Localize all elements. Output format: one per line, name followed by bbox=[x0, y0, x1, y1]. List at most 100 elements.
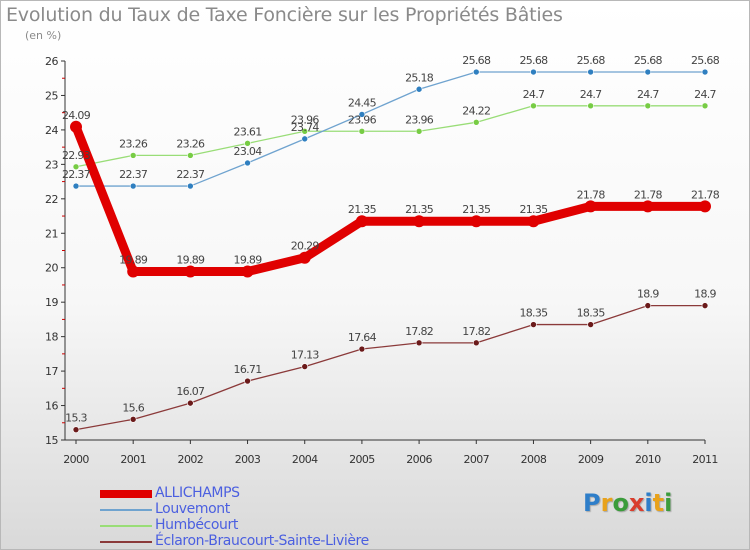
data-point bbox=[187, 399, 194, 407]
data-label: 23.96 bbox=[405, 113, 434, 126]
data-point bbox=[701, 68, 709, 76]
data-label: 15.3 bbox=[65, 412, 87, 425]
data-label: 21.35 bbox=[519, 203, 548, 216]
data-point bbox=[527, 215, 540, 228]
x-tick-label: 2008 bbox=[521, 453, 547, 466]
data-point bbox=[187, 182, 194, 190]
series-line bbox=[75, 304, 706, 431]
data-label: 25.68 bbox=[634, 54, 663, 67]
data-label: 17.82 bbox=[462, 325, 490, 338]
data-point bbox=[415, 339, 423, 347]
data-point bbox=[413, 215, 426, 228]
data-point bbox=[129, 416, 137, 423]
data-point bbox=[129, 152, 137, 159]
y-tick-label: 26 bbox=[45, 55, 58, 68]
data-point bbox=[127, 265, 140, 278]
x-tick-label: 2007 bbox=[463, 453, 489, 466]
x-tick-label: 2002 bbox=[178, 453, 204, 466]
data-point bbox=[415, 127, 423, 135]
data-label: 23.26 bbox=[176, 137, 205, 150]
legend-label-allichamps: ALLICHAMPS bbox=[155, 485, 240, 501]
x-tick-label: 2004 bbox=[292, 453, 318, 466]
data-label: 17.82 bbox=[405, 325, 433, 338]
data-point bbox=[72, 182, 80, 190]
data-label: 15.6 bbox=[122, 401, 144, 414]
x-tick-label: 2000 bbox=[63, 453, 89, 466]
data-label: 24.7 bbox=[637, 88, 659, 101]
legend-label-eclaron: Éclaron-Braucourt-Sainte-Livière bbox=[155, 533, 369, 549]
data-point bbox=[358, 345, 366, 353]
data-point bbox=[301, 363, 309, 370]
data-point bbox=[244, 159, 251, 167]
data-label: 19.89 bbox=[234, 254, 263, 267]
data-label: 23.96 bbox=[291, 113, 320, 126]
data-point bbox=[530, 102, 537, 110]
legend-swatch-humbecourt bbox=[100, 525, 152, 527]
data-point bbox=[584, 200, 597, 213]
data-label: 23.04 bbox=[234, 145, 263, 158]
data-label: 23.74 bbox=[291, 121, 320, 134]
data-point bbox=[587, 321, 594, 328]
data-point bbox=[244, 140, 251, 147]
data-point bbox=[355, 215, 368, 228]
data-label: 23.26 bbox=[119, 137, 148, 150]
data-label: 18.9 bbox=[637, 288, 659, 301]
data-label: 25.68 bbox=[462, 54, 491, 67]
data-label: 16.71 bbox=[234, 363, 262, 376]
data-point bbox=[472, 339, 480, 347]
data-label: 24.22 bbox=[462, 104, 490, 117]
data-label: 25.68 bbox=[577, 54, 606, 67]
data-point bbox=[244, 377, 251, 385]
y-axis-unit-label: (en %) bbox=[25, 29, 62, 42]
data-label: 22.37 bbox=[119, 168, 148, 181]
data-point bbox=[530, 68, 537, 76]
data-label: 23.61 bbox=[234, 125, 262, 138]
data-point bbox=[641, 200, 654, 213]
data-label: 23.96 bbox=[348, 113, 377, 126]
data-point bbox=[72, 163, 80, 171]
data-point bbox=[587, 68, 594, 76]
y-tick-label: 20 bbox=[45, 262, 58, 275]
y-tick-label: 23 bbox=[45, 158, 58, 171]
data-point bbox=[301, 135, 309, 143]
data-label: 21.78 bbox=[634, 188, 663, 201]
y-tick-label: 18 bbox=[45, 331, 58, 344]
y-tick-label: 16 bbox=[45, 400, 58, 413]
data-label: 18.35 bbox=[519, 307, 548, 320]
data-label: 19.89 bbox=[119, 254, 148, 267]
data-label: 25.18 bbox=[405, 71, 434, 84]
data-point bbox=[129, 182, 137, 190]
y-tick-label: 22 bbox=[45, 193, 58, 206]
data-label: 19.89 bbox=[176, 254, 205, 267]
data-label: 24.45 bbox=[348, 96, 377, 109]
data-label: 22.93 bbox=[62, 149, 91, 162]
data-label: 21.35 bbox=[462, 203, 491, 216]
data-point bbox=[701, 102, 709, 110]
data-label: 24.7 bbox=[523, 88, 545, 101]
legend-label-humbecourt: Humbécourt bbox=[155, 517, 238, 533]
data-point bbox=[241, 265, 254, 278]
data-label: 21.35 bbox=[405, 203, 434, 216]
data-label: 24.09 bbox=[62, 109, 91, 122]
x-tick-label: 2009 bbox=[578, 453, 604, 466]
data-label: 24.7 bbox=[580, 88, 602, 101]
x-tick-label: 2003 bbox=[235, 453, 261, 466]
y-tick-label: 21 bbox=[45, 227, 58, 240]
data-point bbox=[530, 321, 537, 328]
data-label: 22.37 bbox=[62, 168, 91, 181]
data-point bbox=[72, 426, 80, 433]
data-point bbox=[699, 200, 711, 213]
proxiti-logo: Proxiti bbox=[583, 489, 673, 517]
data-label: 21.78 bbox=[691, 188, 720, 201]
data-point bbox=[298, 251, 311, 264]
data-label: 18.35 bbox=[577, 307, 606, 320]
data-point bbox=[701, 302, 709, 309]
legend-swatch-allichamps bbox=[100, 490, 152, 498]
data-point bbox=[358, 111, 366, 118]
y-tick-label: 25 bbox=[45, 89, 58, 102]
data-point bbox=[470, 215, 483, 228]
data-label: 25.68 bbox=[691, 54, 720, 67]
y-tick-label: 17 bbox=[45, 365, 58, 378]
